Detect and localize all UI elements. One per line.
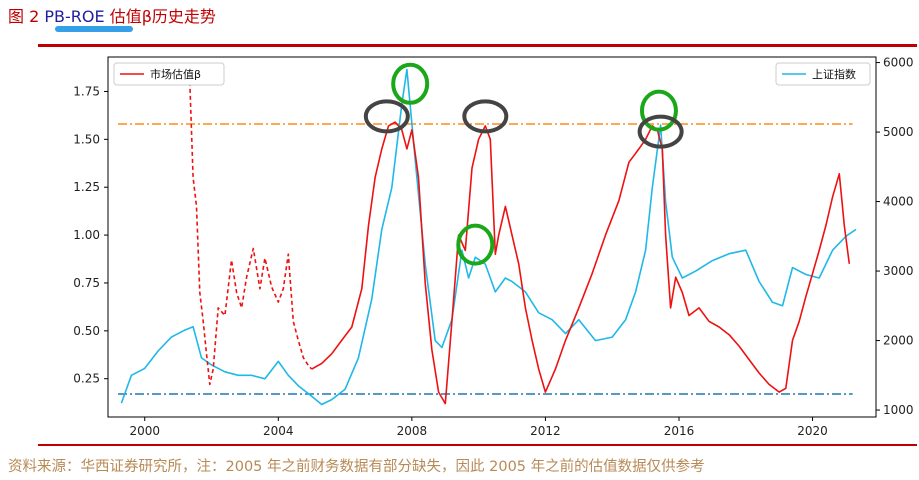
y-left-tick-label-0.50: 0.50 [73, 324, 100, 338]
x-tick-label-2020: 2020 [797, 424, 828, 438]
highlight-circle-6 [637, 114, 684, 149]
y-left-tick-label-0.75: 0.75 [73, 276, 100, 290]
legend-beta-box [113, 62, 225, 86]
y-left-tick-label-0.25: 0.25 [73, 372, 100, 386]
highlight-circle-2 [363, 99, 410, 134]
y-left-tick-label-1.25: 1.25 [73, 180, 100, 194]
figure-caption: 估值β历史走势 [109, 7, 216, 26]
figure-title: 图 2 PB-ROE 估值β历史走势 [8, 3, 216, 27]
y-right-tick-label-3000: 3000 [883, 264, 914, 278]
figure-number: 图 2 [8, 7, 40, 26]
figure-code: PB-ROE [44, 7, 105, 26]
highlight-circle-4 [456, 223, 495, 266]
y-left-tick-label-1.75: 1.75 [73, 84, 100, 98]
legend-beta-label: 市场估值β [150, 67, 201, 81]
index-series-line-segment-1 [120, 68, 857, 406]
bottom-rule [38, 444, 917, 446]
x-tick-label-2004: 2004 [263, 424, 294, 438]
top-rule [38, 44, 917, 47]
plot-frame [107, 56, 877, 418]
y-left-tick-label-1.50: 1.50 [73, 132, 100, 146]
x-tick-label-2016: 2016 [664, 424, 695, 438]
legend-index-box [775, 62, 871, 86]
beta-series-line-segment-1 [189, 81, 313, 386]
y-right-tick-label-1000: 1000 [883, 403, 914, 417]
highlight-circle-5 [639, 89, 678, 132]
x-tick-label-2012: 2012 [530, 424, 561, 438]
highlight-circle-3 [462, 99, 509, 134]
highlight-circle-1 [391, 62, 430, 105]
y-right-tick-label-2000: 2000 [883, 334, 914, 348]
x-tick-label-2000: 2000 [129, 424, 160, 438]
y-right-tick-label-5000: 5000 [883, 125, 914, 139]
legend-index-label: 上证指数 [812, 67, 856, 81]
y-right-tick-label-4000: 4000 [883, 195, 914, 209]
beta-series-line-segment-2 [311, 121, 851, 405]
title-highlight-underline [55, 26, 133, 32]
source-note: 资料来源：华西证券研究所，注：2005 年之前财务数据有部分缺失，因此 2005… [8, 459, 705, 475]
y-right-tick-label-6000: 6000 [883, 56, 914, 70]
x-tick-label-2008: 2008 [397, 424, 428, 438]
y-left-tick-label-1.00: 1.00 [73, 228, 100, 242]
